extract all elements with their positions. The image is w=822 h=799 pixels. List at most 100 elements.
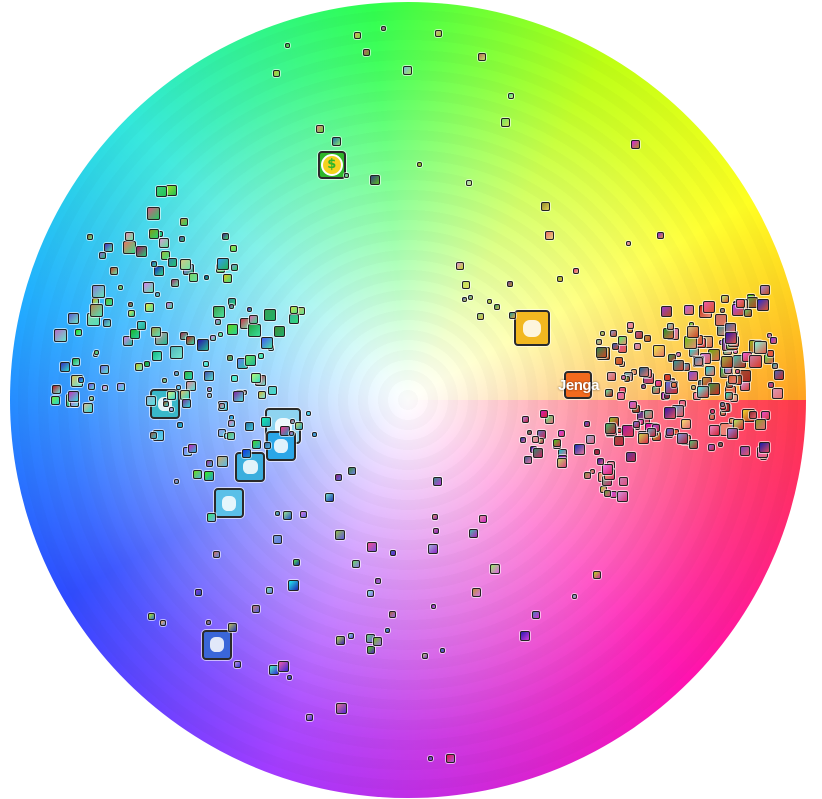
dollar-label: $ [320, 154, 343, 177]
app-icon-marker [300, 510, 308, 518]
app-icon-marker [597, 457, 605, 465]
app-icon-marker [263, 441, 271, 449]
app-icon-marker [230, 264, 238, 272]
app-icon-marker [177, 422, 184, 429]
app-icon-marker [772, 363, 779, 370]
character-head-glyph [237, 454, 263, 480]
app-icon-marker [602, 463, 614, 475]
app-icon-marker [693, 356, 703, 366]
app-icon-marker [656, 232, 664, 240]
app-icon-marker [266, 586, 274, 594]
app-icon-marker [427, 756, 433, 762]
app-icon-marker [641, 384, 647, 390]
app-icon-marker [735, 299, 745, 309]
app-icon-marker [273, 326, 285, 338]
app-icon-marker [557, 457, 568, 468]
app-icon-marker [51, 395, 61, 405]
app-icon-marker [145, 396, 156, 407]
app-icon-marker [179, 217, 188, 226]
app-icon-marker [148, 229, 159, 240]
app-icon-marker [631, 140, 641, 150]
app-icon-marker [744, 308, 753, 317]
app-icon-marker [402, 65, 412, 75]
app-icon-marker [246, 306, 252, 312]
app-icon-marker [373, 636, 383, 646]
app-icon-marker [432, 513, 439, 520]
app-icon-marker [258, 391, 267, 400]
app-icon-marker [690, 384, 696, 390]
app-icon-marker [135, 246, 147, 258]
app-icon-marker [500, 118, 510, 128]
app-icon-marker [147, 206, 161, 220]
app-icon-marker [178, 236, 185, 243]
app-icon-marker [258, 352, 265, 359]
app-icon-marker [766, 333, 772, 339]
app-icon-marker [683, 305, 694, 316]
app-icon-marker [667, 354, 676, 363]
app-icon-marker [493, 304, 500, 311]
app-icon-marker [227, 623, 237, 633]
app-icon-marker [574, 444, 586, 456]
app-icon-marker [335, 702, 347, 714]
app-icon-marker [607, 371, 616, 381]
app-icon-marker [244, 422, 254, 432]
app-icon-marker [154, 291, 160, 297]
app-icon-marker [134, 362, 143, 371]
app-icon-marker [439, 647, 445, 653]
app-icon-marker [206, 459, 214, 467]
app-icon-marker [571, 594, 577, 600]
app-icon-marker [655, 379, 663, 387]
app-icon-marker [204, 275, 210, 281]
app-icon-marker [143, 361, 150, 368]
app-icon-marker [653, 345, 666, 358]
app-icon-marker [665, 427, 674, 436]
app-icon-marker [432, 528, 439, 535]
app-icon-marker [206, 620, 211, 626]
app-icon-marker [660, 306, 672, 318]
app-icon-marker [758, 442, 770, 454]
app-icon-marker [86, 234, 93, 241]
app-icon-marker [228, 414, 234, 420]
app-icon-marker [272, 69, 280, 77]
app-icon-marker [88, 395, 94, 401]
app-icon-marker [195, 588, 203, 596]
app-icon-marker [508, 312, 516, 320]
app-icon-marker [538, 438, 545, 445]
app-icon-marker [175, 385, 181, 391]
app-icon-marker [104, 298, 113, 307]
app-icon-marker [721, 294, 730, 303]
app-icon-marker [370, 174, 381, 185]
app-icon-marker [663, 328, 675, 340]
app-icon-marker [610, 330, 618, 338]
app-icon-marker [71, 357, 80, 366]
app-icon-marker [203, 360, 210, 367]
app-icon-marker [583, 471, 591, 479]
app-icon-marker [136, 320, 146, 330]
app-icon-marker [652, 385, 661, 394]
app-icon-marker [455, 261, 464, 270]
app-icon-marker [218, 428, 227, 437]
app-icon-marker [673, 359, 685, 371]
app-icon-marker [709, 424, 721, 436]
app-icon-marker [275, 511, 281, 517]
app-icon-marker [773, 369, 784, 380]
app-icon-marker [704, 366, 715, 377]
app-icon-marker [427, 544, 438, 555]
app-icon-marker [616, 392, 625, 401]
app-icon-marker [721, 355, 734, 368]
app-icon-marker [616, 427, 622, 433]
app-icon-marker [272, 534, 282, 544]
app-icon-marker [533, 448, 544, 459]
app-icon-marker [435, 29, 443, 37]
app-icon-marker [531, 435, 539, 443]
bird-glyph [268, 433, 294, 459]
app-icon-marker [184, 371, 194, 381]
app-icon-marker [245, 355, 257, 367]
app-icon-marker [149, 432, 157, 440]
app-icon-marker [728, 374, 738, 384]
app-icon-marker [385, 628, 391, 634]
app-icon-marker [226, 324, 238, 336]
app-icon-marker [160, 619, 167, 626]
